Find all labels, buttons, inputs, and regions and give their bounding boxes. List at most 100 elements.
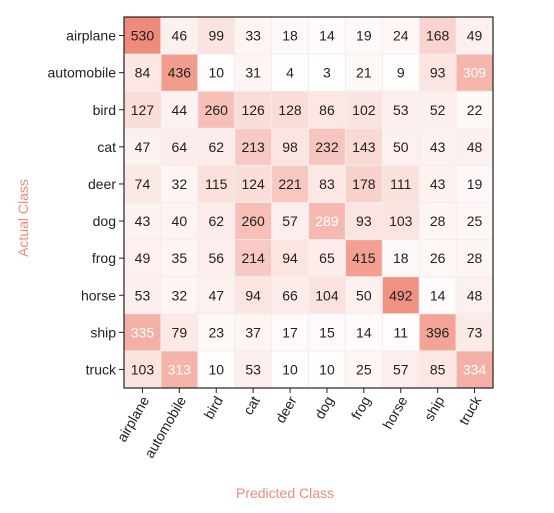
x-tick-label: truck — [455, 392, 485, 427]
heatmap-cell — [160, 202, 198, 240]
heatmap-cell — [456, 350, 493, 388]
heatmap-cell — [308, 239, 346, 277]
cell-value-label: 18 — [393, 250, 409, 266]
heatmap-cell — [271, 91, 309, 129]
cell-value-label: 49 — [135, 250, 151, 266]
cell-value-label: 66 — [282, 287, 298, 303]
cell-value-label: 178 — [352, 176, 376, 192]
heatmap-cell — [345, 276, 383, 314]
cell-value-label: 213 — [241, 139, 265, 155]
plot-frame — [123, 16, 494, 389]
cell-value-label: 11 — [393, 324, 408, 340]
heatmap-cell — [271, 313, 309, 351]
heatmap-cell — [234, 165, 272, 203]
heatmap-cell — [160, 276, 198, 314]
heatmap-cell — [124, 202, 161, 240]
cell-value-label: 94 — [245, 287, 261, 303]
cell-value-label: 48 — [467, 139, 483, 155]
y-tick-label: ship — [90, 324, 116, 340]
y-tick-label: airplane — [66, 28, 116, 44]
heatmap-cell — [271, 17, 309, 55]
cell-value-label: 335 — [131, 324, 155, 340]
x-tick-label: cat — [240, 393, 263, 417]
cell-value-label: 44 — [172, 102, 188, 118]
cell-value-label: 57 — [282, 213, 298, 229]
cell-value-label: 168 — [426, 28, 450, 44]
heatmap-cell — [382, 91, 420, 129]
cell-value-label: 102 — [352, 102, 376, 118]
heatmap-cell — [234, 202, 272, 240]
heatmap-cell — [419, 17, 457, 55]
heatmap-cell — [345, 17, 383, 55]
heatmap-cell — [124, 276, 161, 314]
cell-value-label: 23 — [208, 324, 224, 340]
heatmap-cell — [124, 350, 161, 388]
heatmap-cell — [197, 165, 235, 203]
heatmap-cell — [308, 91, 346, 129]
x-axis-title: Predicted Class — [236, 485, 334, 501]
cell-value-label: 84 — [135, 65, 151, 81]
heatmap-cell — [456, 239, 493, 277]
cell-value-label: 26 — [430, 250, 446, 266]
cell-value-label: 94 — [282, 250, 298, 266]
heatmap-cell — [197, 202, 235, 240]
x-tick-label: dog — [311, 393, 337, 421]
cell-value-label: 40 — [172, 213, 188, 229]
heatmap-cell — [124, 91, 161, 129]
cell-value-label: 25 — [467, 213, 483, 229]
heatmap-cell — [234, 91, 272, 129]
cell-value-label: 14 — [319, 28, 335, 44]
cell-value-label: 48 — [467, 287, 483, 303]
cell-value-label: 56 — [208, 250, 224, 266]
cell-value-label: 57 — [393, 361, 409, 377]
x-tick-label: bird — [201, 393, 227, 421]
cell-value-label: 415 — [352, 250, 376, 266]
cell-value-label: 492 — [389, 287, 413, 303]
heatmap-cell — [456, 276, 493, 314]
cell-value-label: 3 — [323, 65, 331, 81]
heatmap-gridlines — [124, 17, 493, 388]
heatmap-cell — [345, 239, 383, 277]
y-tick-label: frog — [92, 250, 116, 266]
heatmap-cell — [234, 17, 272, 55]
cell-value-label: 10 — [282, 361, 298, 377]
cell-value-label: 47 — [135, 139, 151, 155]
cell-value-label: 65 — [319, 250, 335, 266]
cell-value-label: 103 — [131, 361, 155, 377]
heatmap-cell — [160, 239, 198, 277]
heatmap-cell — [160, 313, 198, 351]
heatmap-cell — [160, 91, 198, 129]
heatmap-cell — [234, 276, 272, 314]
cell-value-label: 25 — [356, 361, 372, 377]
cell-value-label: 79 — [172, 324, 188, 340]
heatmap-cell — [124, 239, 161, 277]
cell-value-label: 32 — [172, 176, 188, 192]
cell-value-label: 10 — [208, 361, 224, 377]
cell-value-label: 232 — [315, 139, 339, 155]
cell-value-label: 17 — [282, 324, 298, 340]
heatmap-cell — [308, 17, 346, 55]
cell-value-label: 53 — [245, 361, 261, 377]
cell-value-label: 124 — [241, 176, 265, 192]
cell-value-label: 128 — [278, 102, 302, 118]
heatmap-cell — [271, 276, 309, 314]
cell-value-label: 32 — [172, 287, 188, 303]
heatmap-cell — [382, 276, 420, 314]
cell-value-label: 396 — [426, 324, 450, 340]
y-tick-label: truck — [86, 361, 117, 377]
cell-value-label: 21 — [356, 65, 372, 81]
y-tick-label: deer — [88, 176, 116, 192]
cell-value-label: 37 — [245, 324, 261, 340]
heatmap-cell — [197, 54, 235, 92]
heatmap-cell — [419, 350, 457, 388]
heatmap-cell — [160, 350, 198, 388]
cell-value-label: 28 — [467, 250, 483, 266]
heatmap-cell — [124, 17, 161, 55]
heatmap-cell — [271, 239, 309, 277]
heatmap-cell — [419, 128, 457, 166]
heatmap-cell — [124, 128, 161, 166]
heatmap-cell — [124, 165, 161, 203]
cell-value-label: 50 — [356, 287, 372, 303]
cell-value-label: 111 — [390, 176, 411, 192]
